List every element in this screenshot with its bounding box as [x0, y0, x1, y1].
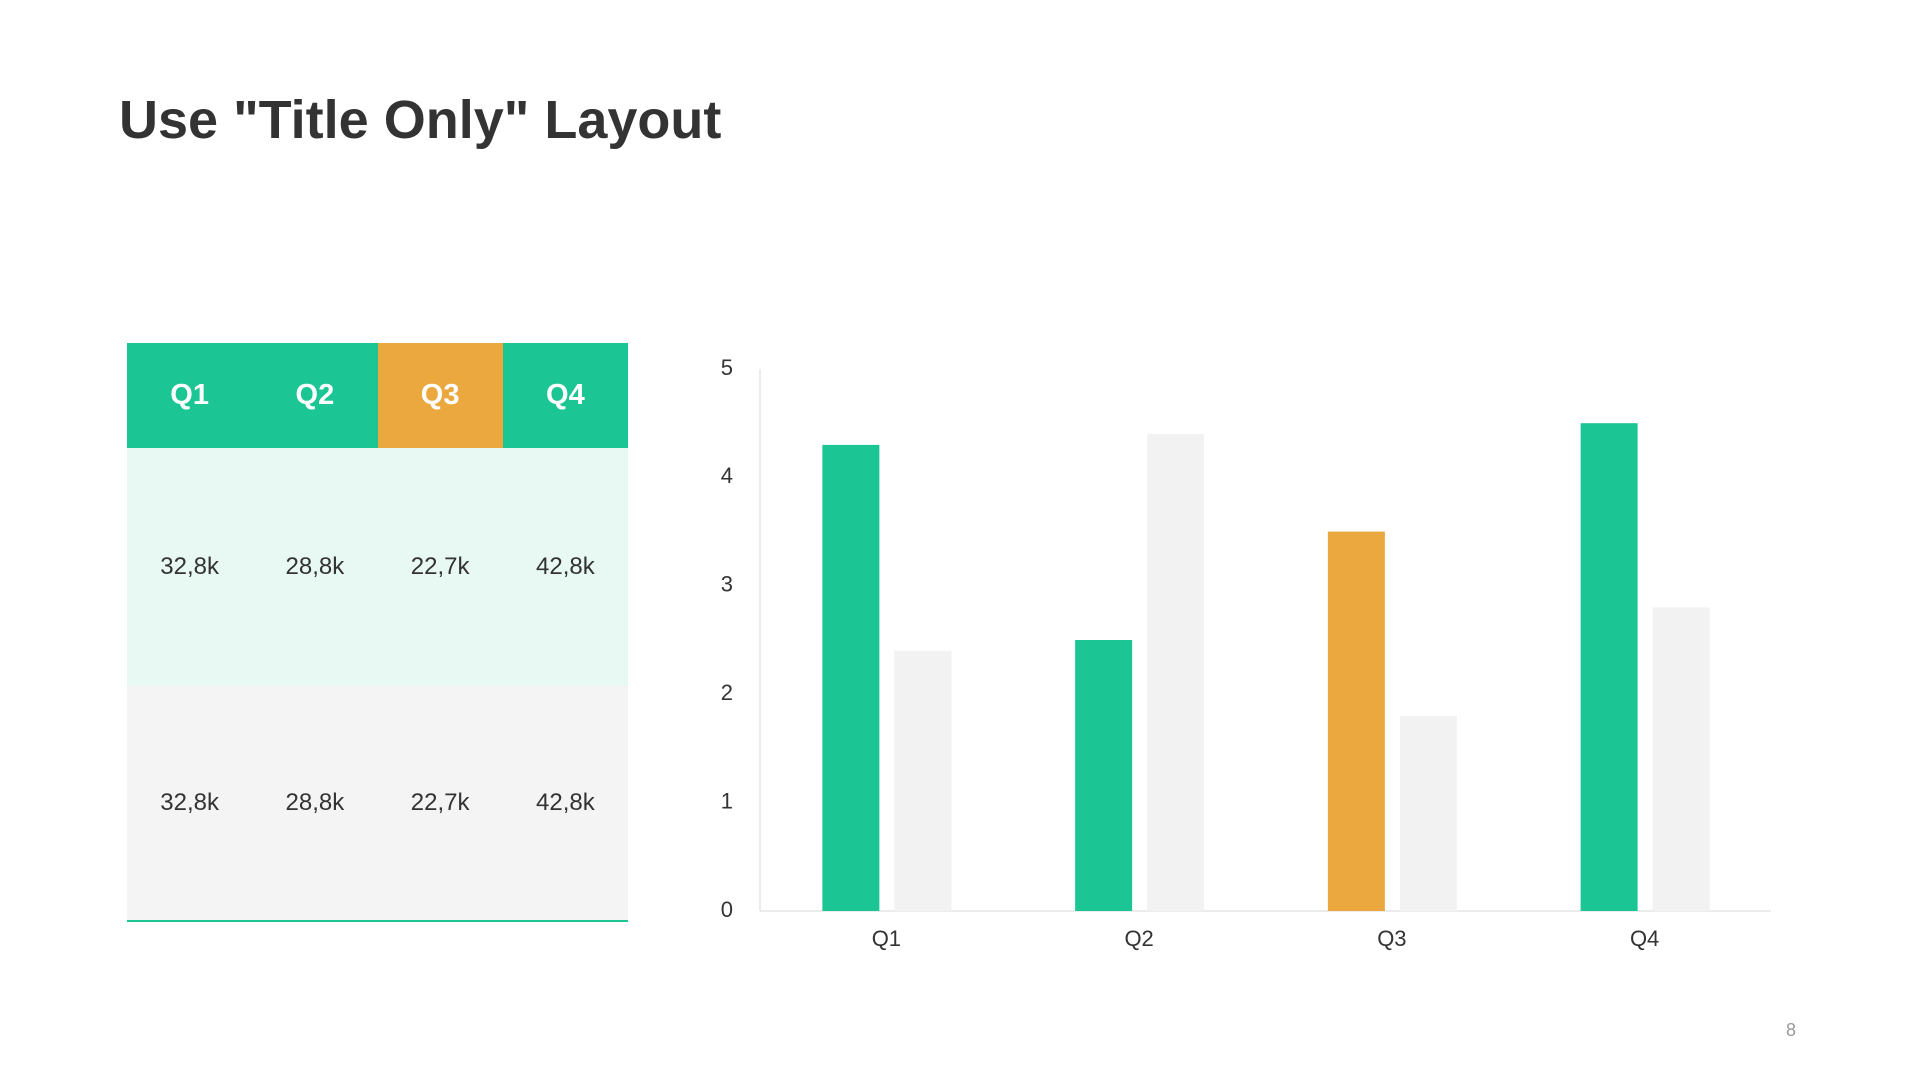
y-tick-label: 4	[721, 463, 733, 488]
y-tick-label: 3	[721, 572, 733, 597]
header-cell: Q1	[127, 343, 253, 448]
table-cell: 42,8k	[536, 789, 595, 816]
table-cell: 28,8k	[285, 789, 345, 816]
y-tick-label: 5	[721, 355, 733, 380]
x-tick-label: Q3	[1377, 926, 1406, 951]
bar	[1147, 434, 1205, 911]
table-row: 32,8k 28,8k 22,7k 42,8k	[127, 686, 628, 920]
slide-title: Use "Title Only" Layout	[119, 90, 722, 150]
table-cell: 32,8k	[160, 789, 219, 816]
y-tick-label: 1	[721, 788, 733, 813]
bar	[822, 444, 880, 911]
y-tick-label: 0	[721, 897, 733, 922]
bar	[1075, 640, 1133, 911]
table-cell: 22,7k	[410, 789, 470, 816]
x-tick-label: Q4	[1630, 926, 1659, 951]
bar	[894, 650, 952, 911]
data-table: Q1 Q2 Q3 Q4 32,8k 28,8k 22,7k 42,8k 32,8k 28,8k 22…	[127, 343, 628, 922]
table-cell: 32,8k	[160, 553, 219, 580]
table-cell: 42,8k	[536, 553, 595, 580]
header-cell: Q3	[377, 343, 503, 448]
y-tick-label: 2	[721, 680, 733, 705]
header-row: Q1 Q2 Q3 Q4	[127, 343, 628, 448]
header-cell: Q2	[252, 343, 378, 448]
table-cell: 28,8k	[285, 553, 345, 580]
page-number: 8	[1786, 1020, 1797, 1040]
bar	[1399, 715, 1457, 911]
x-tick-label: Q1	[872, 926, 901, 951]
table-cell: 22,7k	[410, 553, 470, 580]
bar	[1327, 531, 1385, 911]
bar	[1580, 423, 1638, 911]
x-tick-label: Q2	[1124, 926, 1153, 951]
bar	[1652, 607, 1710, 911]
table-row: 32,8k 28,8k 22,7k 42,8k	[127, 448, 628, 686]
header-cell: Q4	[502, 343, 628, 448]
